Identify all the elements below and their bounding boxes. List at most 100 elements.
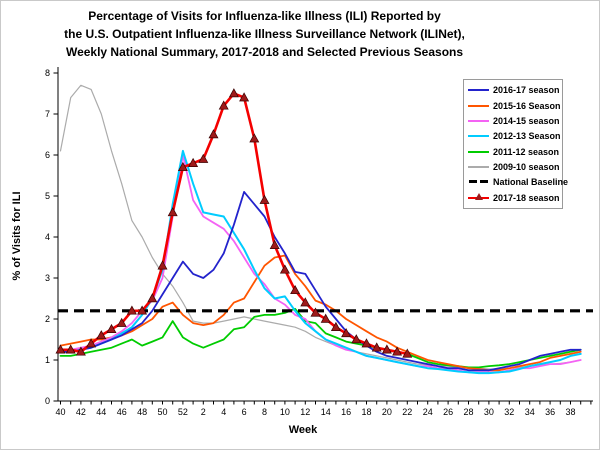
legend-swatch-2017-18-season — [468, 192, 489, 202]
series-marker-2017-18 — [218, 100, 229, 110]
x-tick-label: 30 — [484, 407, 494, 417]
legend-item-2015-16-season: 2015-16 Season — [468, 99, 562, 113]
x-tick-label: 8 — [262, 407, 267, 417]
legend-item-2014-15-season: 2014-15 season — [468, 114, 562, 128]
chart-title-line-3: Weekly National Summary, 2017-2018 and S… — [65, 45, 464, 59]
legend-swatch-2015-16-season — [468, 102, 489, 110]
x-tick-label: 10 — [280, 407, 290, 417]
series-marker-2017-18 — [86, 338, 97, 348]
legend-item-2016-17-season: 2016-17 season — [468, 83, 562, 97]
series-marker-2017-18 — [361, 338, 372, 348]
series-line-2011-12 — [59, 307, 582, 369]
legend-label-national-baseline: National Baseline — [493, 177, 569, 188]
series-marker-2017-18 — [198, 153, 209, 163]
y-tick-label: 5 — [45, 191, 50, 201]
x-tick-label: 48 — [137, 407, 147, 417]
legend-label-2015-16-season: 2015-16 Season — [493, 100, 561, 111]
triangle-marker-icon — [475, 192, 483, 200]
x-tick-label: 14 — [321, 407, 331, 417]
legend-line — [468, 104, 489, 107]
y-tick-label: 6 — [45, 150, 50, 160]
legend-swatch-2009-10-season — [468, 163, 489, 171]
x-tick-label: 42 — [76, 407, 86, 417]
legend-item-national-baseline: National Baseline — [468, 175, 568, 189]
series-marker-2017-18 — [310, 307, 321, 317]
x-tick-label: 16 — [341, 407, 351, 417]
series-marker-2017-18 — [65, 344, 76, 354]
legend-item-2011-12-season: 2011-12 season — [468, 145, 562, 159]
legend-line — [468, 89, 489, 92]
series-marker-2017-18 — [177, 161, 188, 172]
x-tick-label: 36 — [545, 407, 555, 417]
series-marker-2017-18 — [279, 264, 290, 274]
x-tick-label: 2 — [201, 407, 206, 417]
legend-swatch-2011-12-season — [468, 148, 489, 156]
x-tick-label: 52 — [178, 407, 188, 417]
x-tick-label: 20 — [382, 407, 392, 417]
legend-label-2017-18-season: 2017-18 season — [493, 192, 560, 203]
series-marker-2017-18 — [228, 88, 239, 98]
series-marker-2017-18 — [392, 346, 403, 356]
x-axis-label: Week — [288, 424, 318, 436]
legend-item-2017-18-season: 2017-18 season — [468, 191, 562, 205]
x-tick-label: 12 — [300, 407, 310, 417]
x-tick-label: 28 — [463, 407, 473, 417]
legend-swatch-2016-17-season — [468, 86, 489, 94]
x-tick-label: 40 — [55, 407, 65, 417]
series-marker-2017-18 — [371, 342, 382, 352]
legend-line — [468, 119, 489, 122]
legend-item-2009-10-season: 2009-10 season — [468, 160, 562, 174]
y-tick-label: 2 — [45, 314, 50, 324]
legend-label-2009-10-season: 2009-10 season — [493, 161, 560, 172]
legend-label-2016-17-season: 2016-17 season — [493, 85, 560, 96]
x-tick-label: 34 — [525, 407, 535, 417]
x-tick-label: 44 — [96, 407, 106, 417]
legend-label-2011-12-season: 2011-12 season — [493, 146, 560, 157]
series-marker-2017-18 — [381, 344, 392, 354]
series-marker-2017-18 — [126, 305, 137, 315]
x-tick-label: 38 — [565, 407, 575, 417]
legend-label-2014-15-season: 2014-15 season — [493, 115, 560, 126]
baseline-dash — [480, 180, 488, 184]
y-tick-label: 0 — [45, 396, 50, 406]
series-marker-2017-18 — [269, 239, 280, 249]
series-line-2016-17 — [59, 190, 582, 372]
x-tick-label: 6 — [242, 407, 247, 417]
chart-title-line-2: the U.S. Outpatient Influenza-like Illne… — [64, 27, 465, 41]
legend-swatch-national-baseline — [468, 178, 489, 186]
series-marker-2017-18 — [116, 317, 127, 327]
series-marker-2017-18 — [55, 344, 66, 354]
chart-legend: 2016-17 season 2015-16 Season 2014-15 seas… — [463, 79, 568, 209]
x-tick-label: 26 — [443, 407, 453, 417]
series-marker-2017-18 — [330, 321, 341, 331]
y-tick-label: 8 — [45, 68, 50, 78]
series-marker-2017-18 — [188, 157, 199, 167]
x-tick-label: 24 — [423, 407, 433, 417]
chart-title-line-1: Percentage of Visits for Influenza-like … — [88, 9, 441, 23]
legend-line — [468, 135, 489, 138]
y-tick-label: 1 — [45, 355, 50, 365]
series-marker-2017-18 — [147, 293, 158, 303]
series-marker-2017-18 — [341, 328, 352, 338]
series-line-2012-13 — [59, 149, 582, 375]
series-marker-2017-18 — [249, 133, 260, 143]
legend-label-2012-13-season: 2012-13 Season — [493, 131, 561, 142]
baseline-dash — [469, 180, 477, 184]
series-line-2015-16 — [59, 254, 582, 372]
series-marker-2017-18 — [320, 313, 331, 323]
y-tick-label: 3 — [45, 273, 50, 283]
legend-swatch-2012-13-season — [468, 132, 489, 140]
legend-item-2012-13-season: 2012-13 Season — [468, 129, 562, 143]
series-marker-2017-18 — [402, 348, 413, 358]
series-marker-2017-18 — [300, 297, 311, 307]
x-tick-label: 4 — [221, 407, 226, 417]
x-tick-label: 22 — [402, 407, 412, 417]
series-marker-2017-18 — [137, 305, 148, 315]
series-marker-2017-18 — [290, 284, 301, 295]
series-marker-2017-18 — [208, 129, 219, 139]
chart-title: Percentage of Visits for Influenza-like … — [1, 7, 528, 61]
series-marker-2017-18 — [157, 260, 168, 270]
series-marker-2017-18 — [75, 346, 86, 356]
